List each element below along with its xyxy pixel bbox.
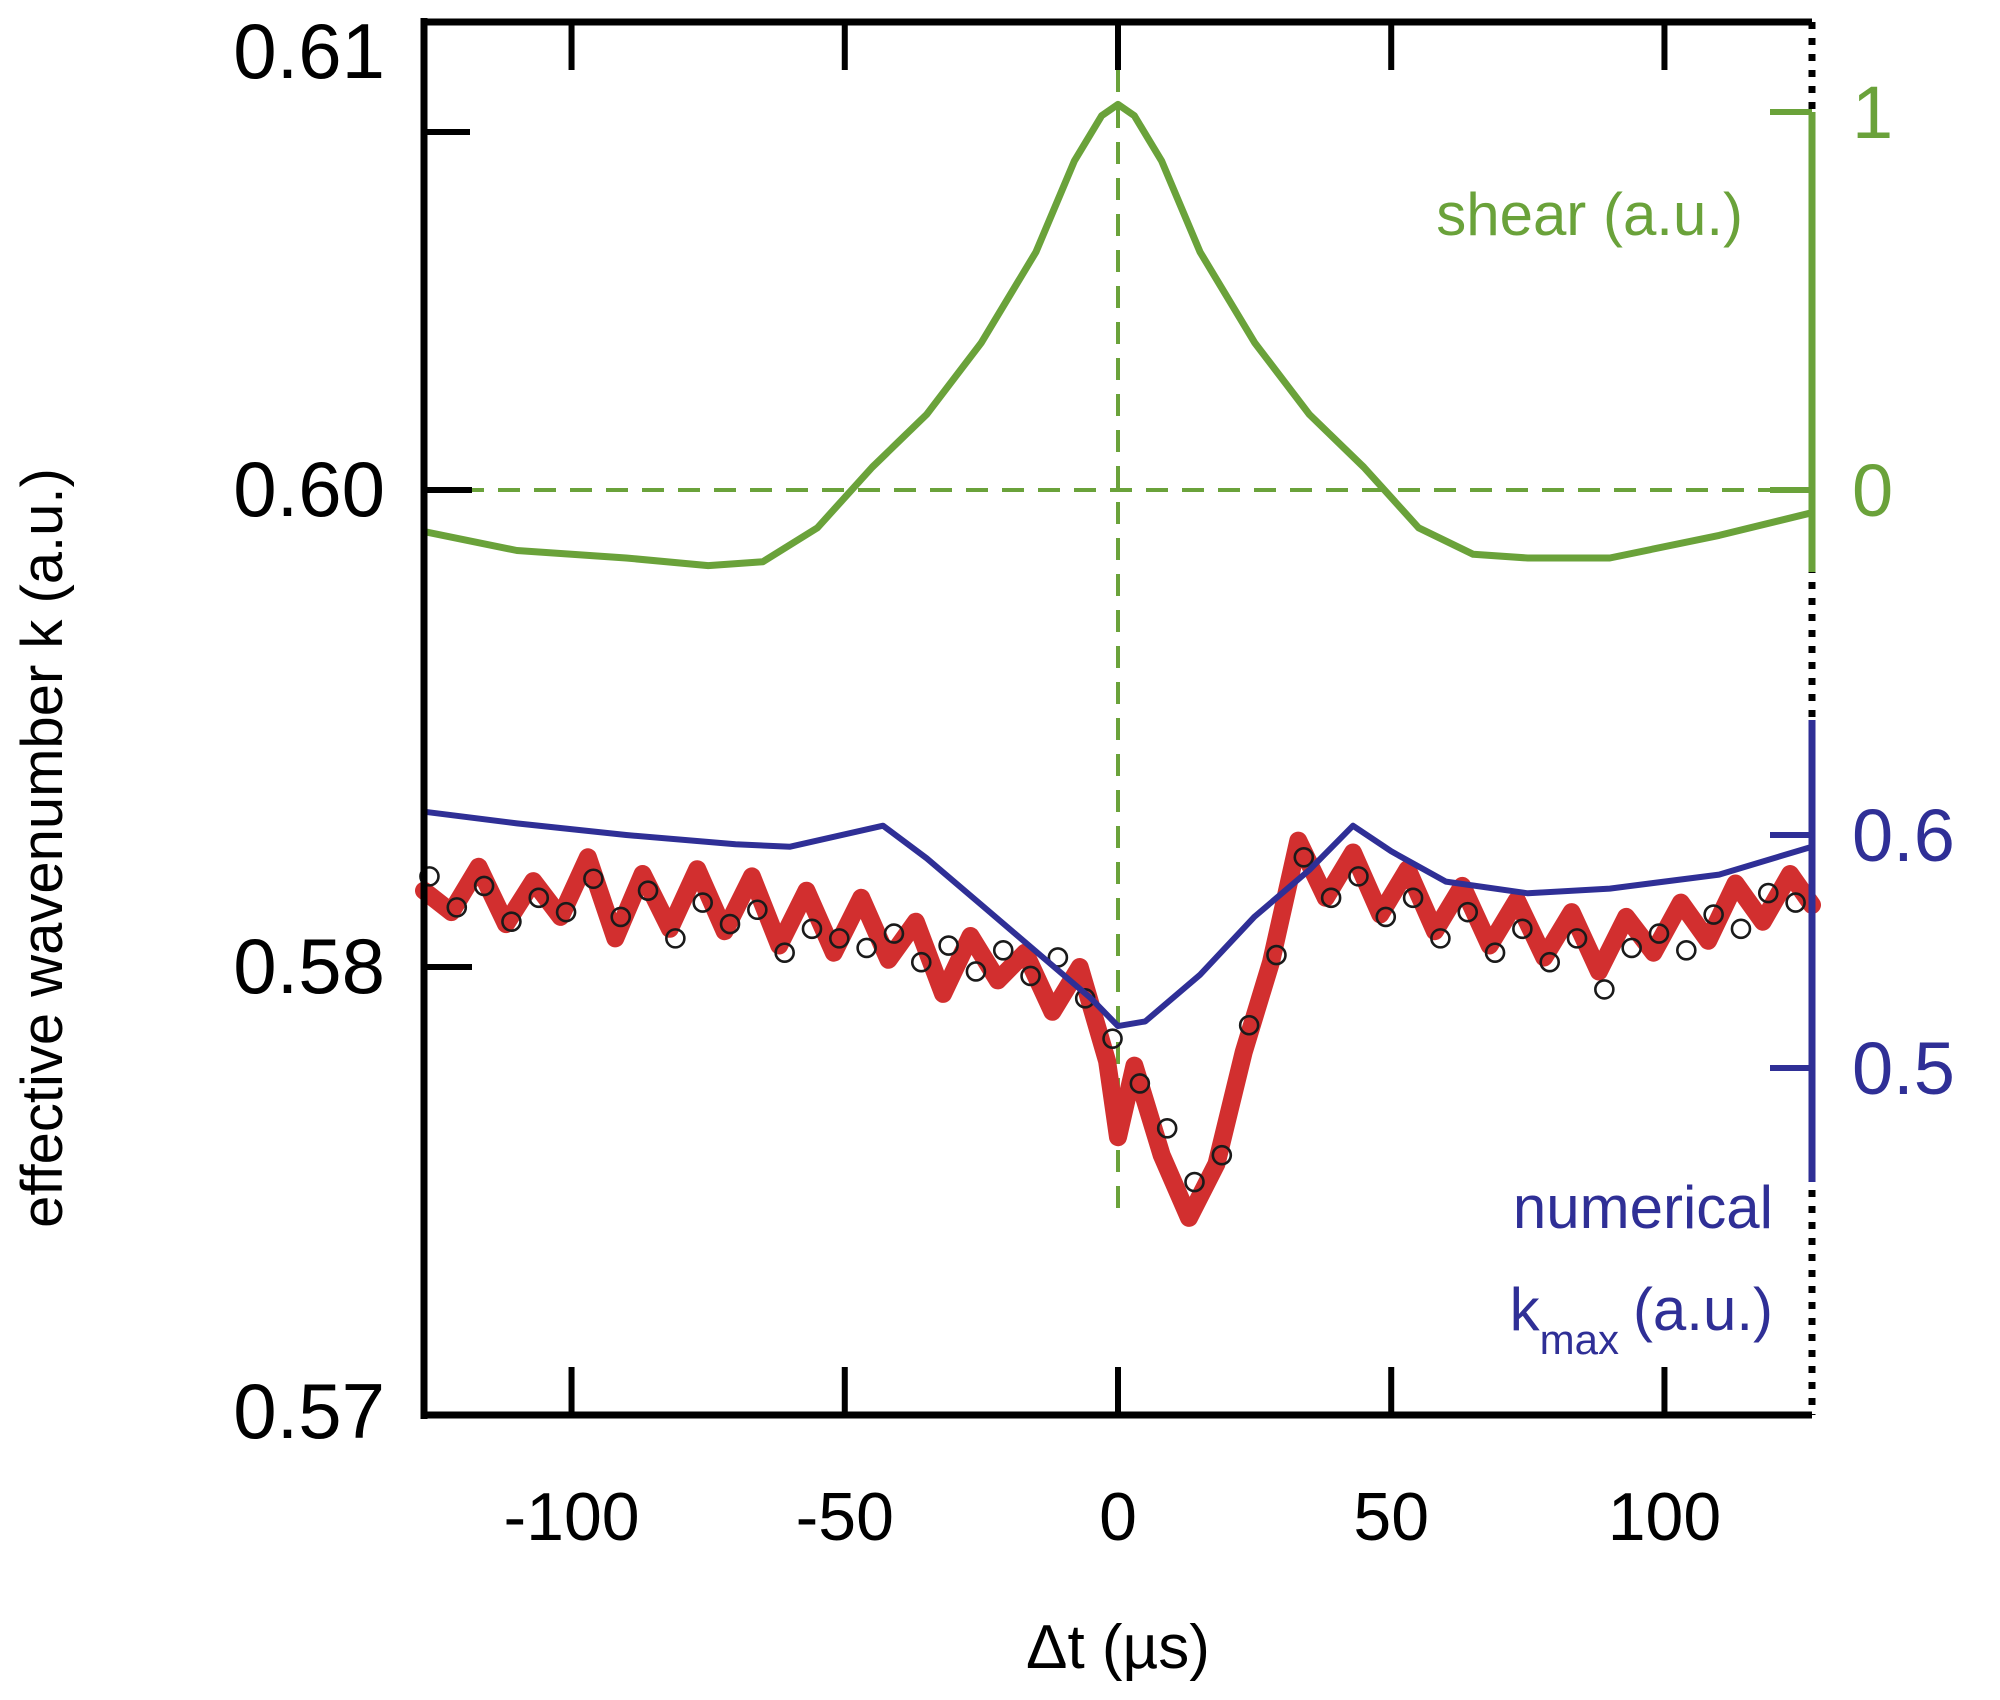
measured-point — [1266, 944, 1287, 966]
measured-k-band — [415, 831, 1821, 1227]
numerical-label-line1: numerical — [1513, 1174, 1773, 1241]
measured-point — [501, 911, 522, 932]
kmax-units: (a.u.) — [1633, 1276, 1773, 1343]
measured-point — [856, 937, 877, 959]
x-ticks: -100 -50 0 50 100 — [503, 22, 1721, 1555]
measured-point — [555, 901, 577, 923]
measured-point — [774, 942, 795, 963]
measured-point — [1676, 940, 1697, 961]
axes: -100 -50 0 50 100 0.570.580.600.61 01 0.50.6 — [233, 7, 1955, 1555]
y-tick-label: 0.58 — [233, 922, 385, 1010]
x-tick-label: -50 — [796, 1479, 894, 1555]
measured-point — [1293, 846, 1315, 868]
plot-area — [415, 70, 1821, 1227]
kmax-subscript: max — [1540, 1316, 1619, 1363]
numerical-tick-label: 0.5 — [1852, 1027, 1955, 1110]
shear-axis-label: shear (a.u.) — [1436, 181, 1743, 248]
numerical-tick-label: 0.6 — [1852, 794, 1955, 877]
measured-point — [1785, 892, 1806, 913]
x-axis-label: Δt (µs) — [1026, 1613, 1210, 1682]
y-tick-label: 0.61 — [233, 7, 385, 95]
measured-point — [1484, 942, 1506, 963]
measured-point — [829, 928, 850, 949]
measured-point — [1102, 1028, 1123, 1049]
kmax-k: k — [1510, 1276, 1541, 1343]
measured-point — [1594, 979, 1615, 1000]
measured-point — [1430, 928, 1451, 949]
numerical-label-line2: kmax (a.u.) — [1510, 1276, 1773, 1363]
measured-point — [1757, 882, 1779, 904]
measured-point — [719, 913, 741, 935]
x-tick-label: 0 — [1099, 1479, 1137, 1555]
measured-point — [1703, 904, 1724, 925]
measured-point — [1730, 918, 1752, 940]
measured-point — [992, 940, 1014, 961]
measured-point — [1375, 906, 1397, 928]
measured-point — [1320, 887, 1342, 909]
measured-point — [637, 880, 659, 901]
measured-k-points — [419, 846, 1806, 1193]
measured-point — [1621, 937, 1642, 959]
measured-point — [1539, 951, 1561, 973]
shear-line — [420, 100, 1816, 570]
numerical-ticks: 0.5 0.6 — [1770, 794, 1955, 1110]
x-tick-label: -100 — [503, 1479, 639, 1555]
measured-point — [965, 961, 987, 982]
measured-point — [1129, 1073, 1151, 1094]
x-tick-label: 50 — [1353, 1479, 1429, 1555]
measured-point — [446, 897, 468, 918]
measured-point — [883, 923, 905, 944]
measured-point — [665, 928, 686, 949]
measured-point — [1648, 923, 1670, 944]
y-ticks: 0.57 0.58 0.60 0.61 — [233, 7, 472, 1455]
measured-point — [938, 935, 959, 956]
measured-point — [583, 868, 604, 890]
measured-point — [473, 875, 495, 897]
measured-point — [419, 866, 440, 887]
shear-tick-label: 1 — [1852, 71, 1893, 154]
numerical-kmax-line — [421, 808, 1815, 1030]
measured-point — [1402, 887, 1424, 909]
measured-point — [801, 918, 823, 940]
measured-point — [747, 899, 768, 921]
y-axis-label: effective wavenumber k (a.u.) — [10, 468, 75, 1228]
measured-point — [1211, 1144, 1233, 1166]
numerical-axis-label: numerical kmax (a.u.) — [1510, 1174, 1773, 1363]
measured-point — [692, 892, 713, 913]
measured-point — [1184, 1171, 1205, 1193]
shear-tick-label: 0 — [1852, 449, 1893, 532]
measured-point — [1238, 1014, 1260, 1036]
x-tick-label: 100 — [1608, 1479, 1721, 1555]
measured-point — [1348, 866, 1369, 887]
measured-point — [1566, 928, 1588, 949]
y-tick-label: 0.60 — [233, 445, 385, 533]
measured-point — [528, 887, 550, 909]
y-tick-label: 0.57 — [233, 1367, 385, 1455]
measured-point — [1457, 901, 1479, 923]
shear-ticks: 01 — [1770, 71, 1893, 532]
measured-point — [910, 951, 932, 973]
measured-point — [1020, 965, 1041, 987]
measured-point — [1512, 918, 1533, 940]
measured-point — [1156, 1117, 1178, 1139]
measured-point — [610, 906, 632, 928]
